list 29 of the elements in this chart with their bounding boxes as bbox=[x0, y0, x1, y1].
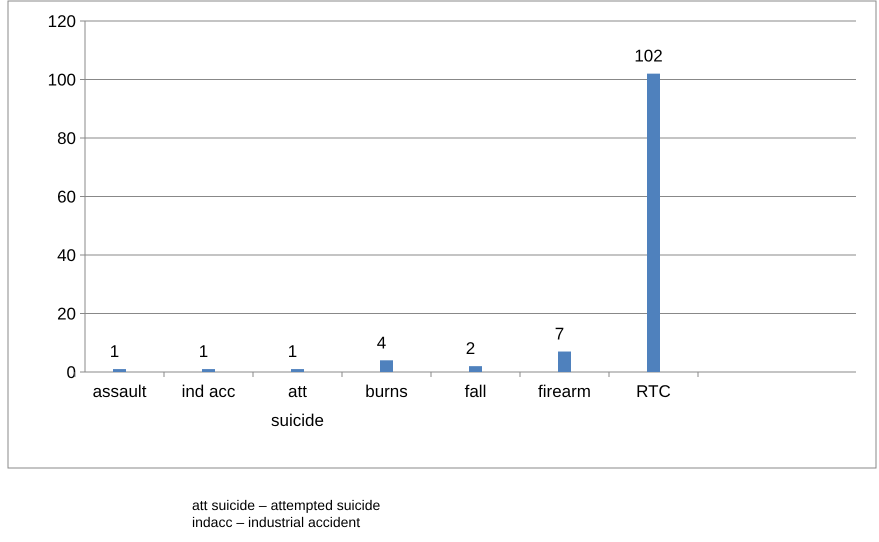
data-label: 1 bbox=[198, 342, 208, 362]
text: att suicide – attempted suicide bbox=[192, 497, 381, 513]
x-tick-label: RTC bbox=[636, 382, 671, 401]
x-tick-label: fall bbox=[464, 382, 486, 401]
bar bbox=[380, 360, 393, 372]
y-tick-label: 40 bbox=[57, 246, 76, 265]
y-tick-label: 120 bbox=[48, 12, 76, 31]
bar bbox=[558, 352, 571, 372]
data-label: 7 bbox=[554, 324, 564, 344]
y-tick-label: 60 bbox=[57, 187, 76, 206]
data-label: 1 bbox=[288, 342, 298, 362]
x-tick-label: firearm bbox=[538, 382, 591, 401]
x-tick-label: ind acc bbox=[182, 382, 236, 401]
text: indacc – industrial accident bbox=[192, 514, 360, 530]
bar bbox=[291, 369, 304, 372]
x-tick-label: burns bbox=[365, 382, 408, 401]
y-tick-label: 80 bbox=[57, 128, 76, 148]
bar bbox=[202, 369, 215, 372]
y-tick-label: 100 bbox=[48, 70, 76, 90]
bar bbox=[469, 366, 482, 372]
bar bbox=[113, 369, 126, 372]
x-tick-label: assault bbox=[92, 382, 147, 401]
data-label: 2 bbox=[466, 339, 476, 358]
data-label: 102 bbox=[634, 46, 663, 66]
bar bbox=[647, 74, 660, 372]
x-tick-label: att suicide bbox=[271, 382, 324, 430]
data-label: 4 bbox=[376, 333, 386, 352]
y-tick-label: 20 bbox=[57, 304, 76, 324]
data-label: 1 bbox=[110, 342, 120, 362]
